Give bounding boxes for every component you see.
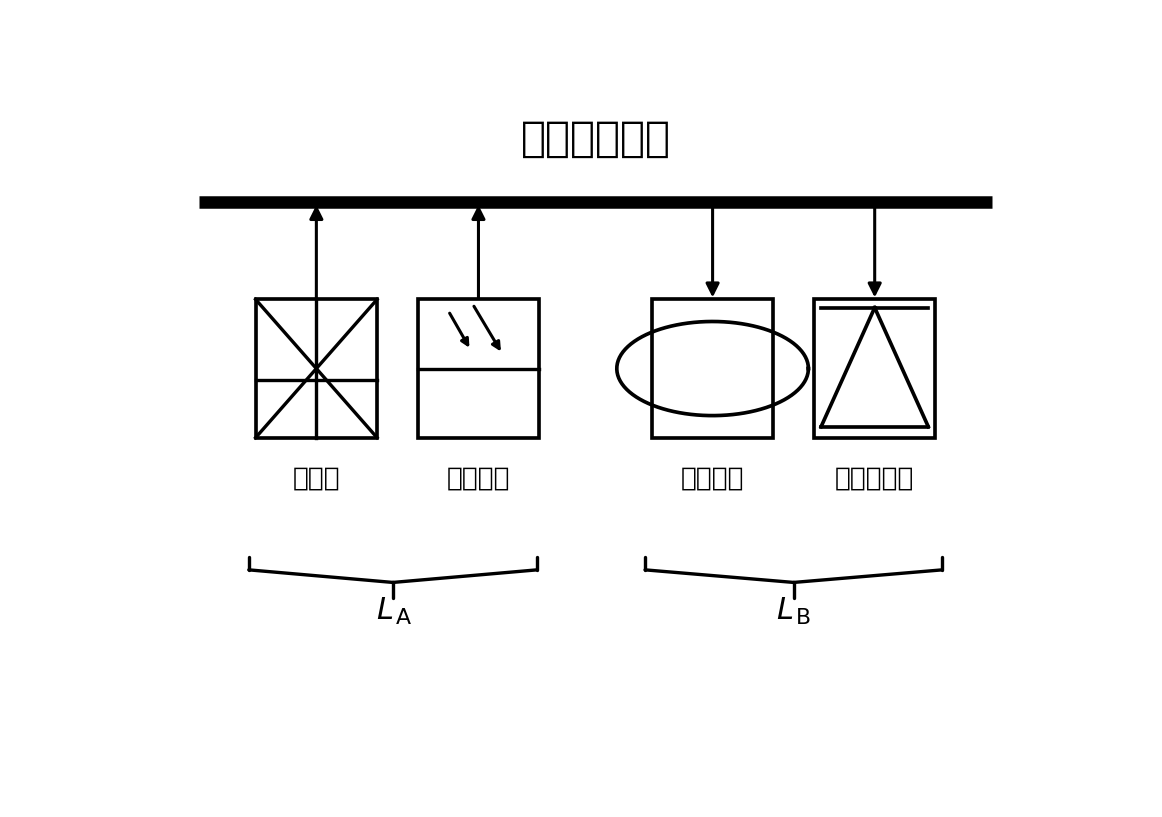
Text: $L$: $L$ xyxy=(375,596,393,625)
Text: A: A xyxy=(395,609,410,628)
Text: 可调节负荷: 可调节负荷 xyxy=(835,466,914,492)
Text: $L$: $L$ xyxy=(776,596,794,625)
Bar xyxy=(813,299,935,438)
Text: 常规负荷: 常规负荷 xyxy=(681,466,745,492)
Bar xyxy=(417,299,539,438)
Text: B: B xyxy=(796,609,811,628)
Text: 节点负荷母线: 节点负荷母线 xyxy=(521,118,670,160)
Text: 风电场: 风电场 xyxy=(293,466,340,492)
Text: 光伏电站: 光伏电站 xyxy=(446,466,510,492)
Bar xyxy=(652,299,774,438)
Bar xyxy=(256,299,378,438)
